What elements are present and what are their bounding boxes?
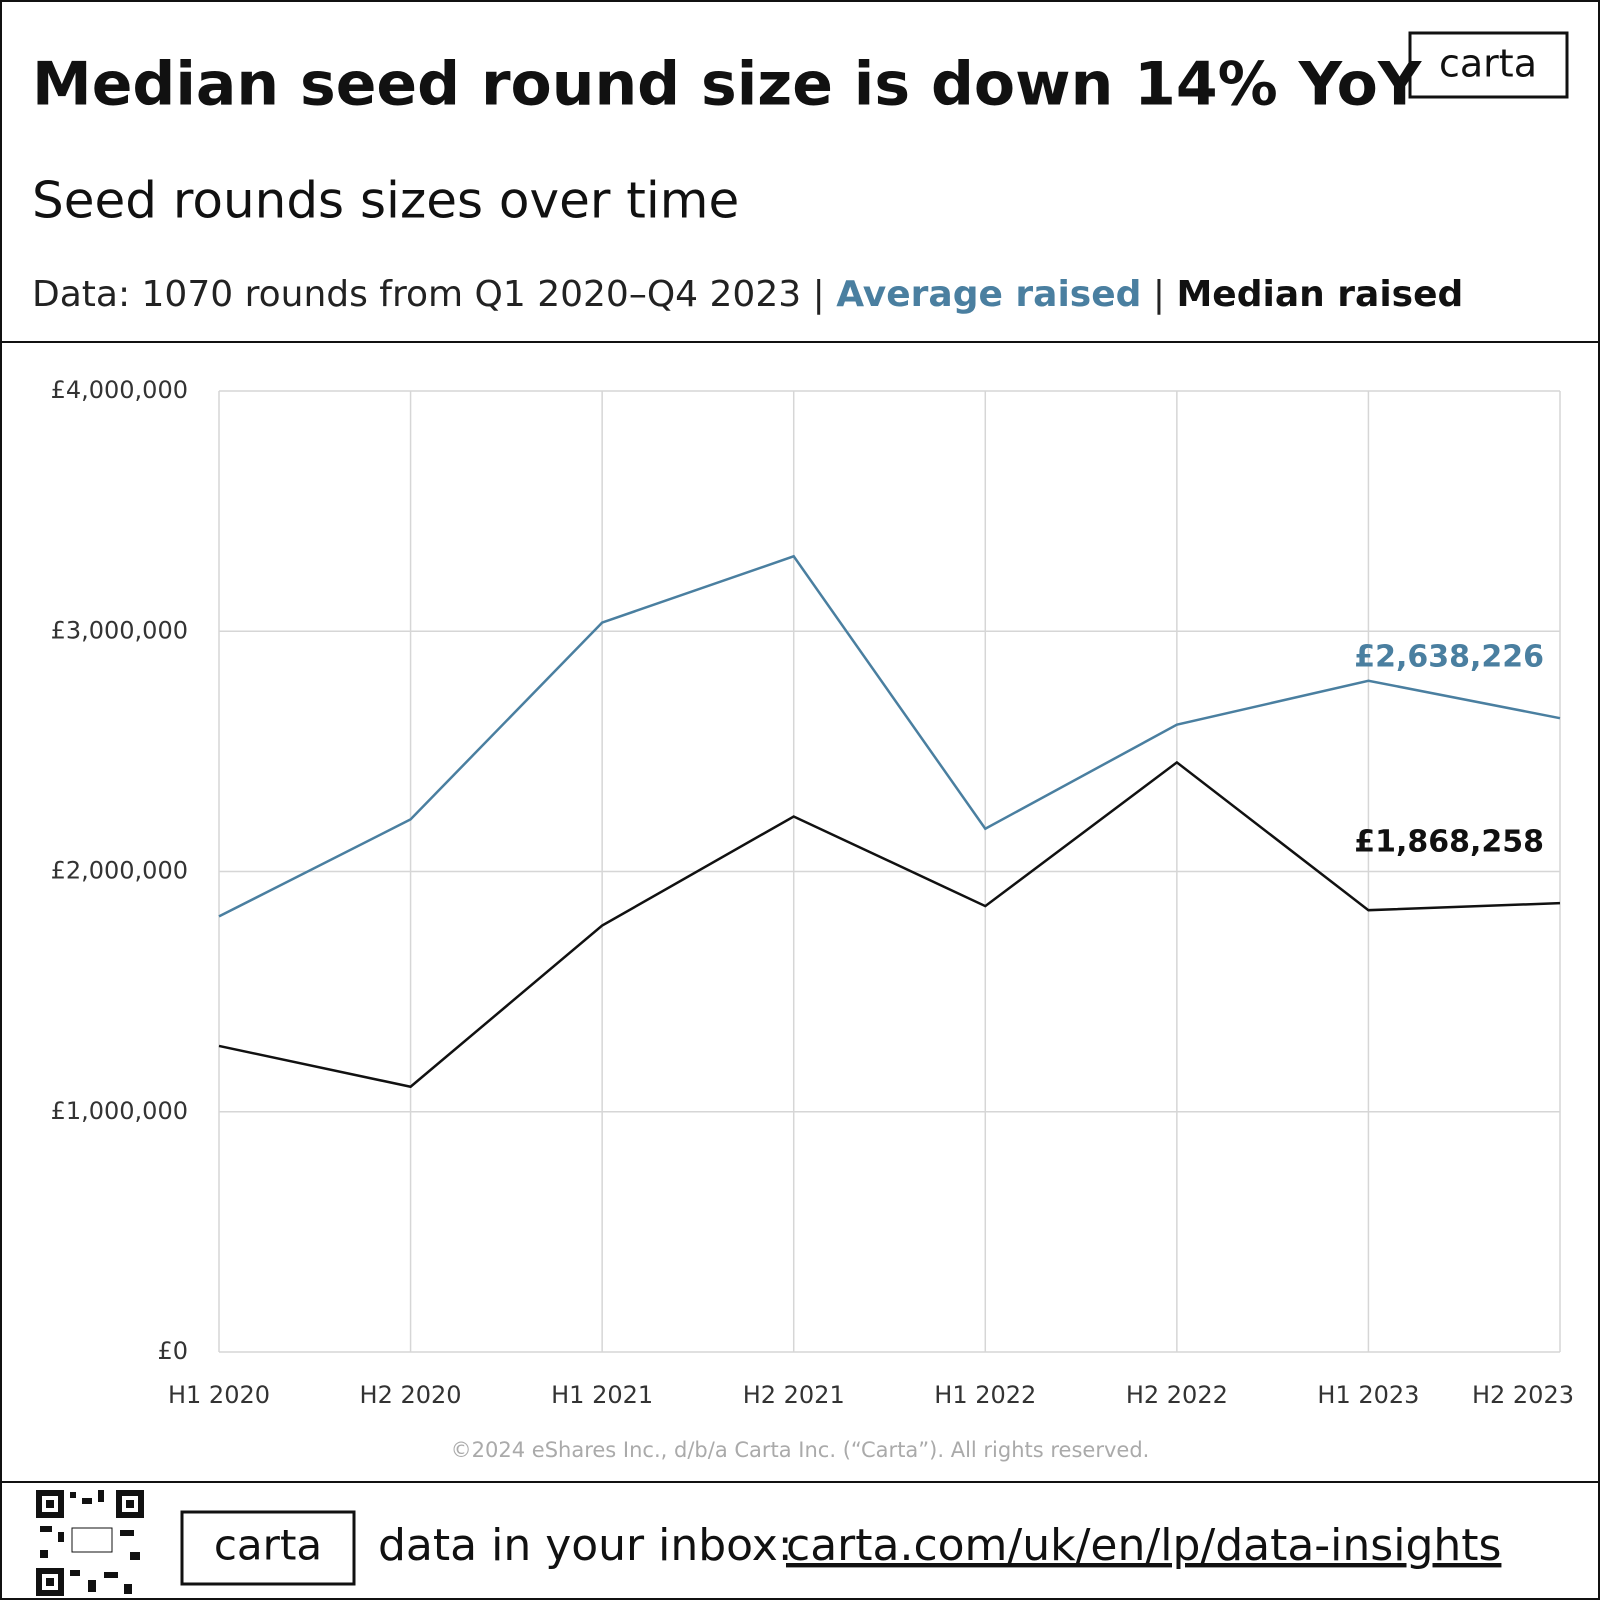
series-line bbox=[218, 554, 1561, 918]
chart-title: Median seed round size is down 14% YoY bbox=[32, 50, 1423, 120]
x-tick-label: H1 2022 bbox=[934, 1381, 1036, 1409]
legend: Data: 1070 rounds from Q1 2020–Q4 2023 |… bbox=[32, 274, 1463, 315]
legend-entry: Median raised bbox=[1176, 274, 1463, 315]
footer-text: data in your inbox: bbox=[378, 1520, 793, 1571]
data-label: £1,868,258 bbox=[1354, 825, 1544, 860]
x-tick-label: H2 2023 bbox=[1472, 1381, 1574, 1409]
data-label: £2,638,226 bbox=[1354, 640, 1544, 675]
x-tick-label: H2 2021 bbox=[743, 1381, 845, 1409]
series-line bbox=[218, 760, 1561, 1089]
chart-subtitle: Seed rounds sizes over time bbox=[32, 172, 739, 230]
logo: carta bbox=[1439, 42, 1537, 86]
y-tick-label: £4,000,000 bbox=[51, 376, 188, 404]
x-tick-label: H1 2021 bbox=[551, 1381, 653, 1409]
x-tick-label: H1 2023 bbox=[1317, 1381, 1419, 1409]
y-tick-label: £1,000,000 bbox=[51, 1097, 188, 1125]
qr-code bbox=[36, 1490, 144, 1598]
footer-logo-box bbox=[180, 1510, 356, 1586]
legend-entry: Average raised bbox=[836, 274, 1141, 315]
note: Data: 1070 rounds from Q1 2020–Q4 2023 bbox=[32, 274, 801, 315]
y-tick-label: £3,000,000 bbox=[51, 616, 188, 644]
plot: £0 £1,000,000 £2,000,000 £3,000,000 £4,000,0… bbox=[51, 376, 1574, 1409]
x-tick-label: H2 2020 bbox=[360, 1381, 462, 1409]
footer-logo: carta bbox=[214, 1521, 322, 1570]
x-tick-label: H1 2020 bbox=[168, 1381, 270, 1409]
y-tick-label: £2,000,000 bbox=[51, 857, 188, 885]
x-tick-label: H2 2022 bbox=[1126, 1381, 1228, 1409]
legend-separator: | bbox=[813, 274, 825, 315]
copyright: ©2024 eShares Inc., d/b/a Carta Inc. (“C… bbox=[451, 1438, 1150, 1462]
legend-separator: | bbox=[1153, 274, 1165, 315]
footer-link[interactable]: carta.com/uk/en/lp/data-insights bbox=[786, 1520, 1501, 1571]
y-tick-label: £0 bbox=[157, 1337, 188, 1365]
logo-box bbox=[1408, 31, 1569, 99]
